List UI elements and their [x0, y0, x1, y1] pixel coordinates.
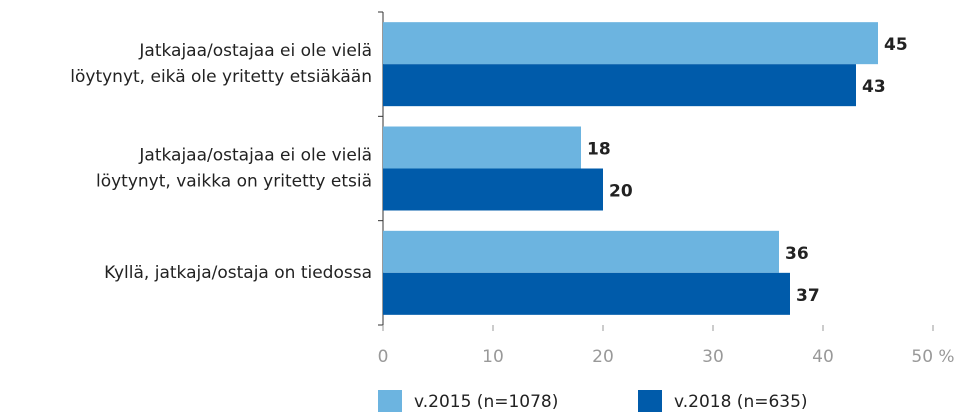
category-label: Jatkajaa/ostajaa ei ole vielä löytynyt, v…	[96, 146, 372, 192]
value-label: 37	[796, 286, 820, 306]
legend-swatch	[378, 390, 402, 412]
bar	[383, 126, 581, 169]
value-label: 45	[884, 35, 908, 55]
value-label: 20	[609, 182, 633, 202]
bar	[383, 230, 779, 273]
value-label: 18	[587, 140, 611, 160]
x-tick-label: 40	[812, 347, 834, 367]
x-tick-label: 30	[702, 347, 724, 367]
x-tick-label: 10	[482, 347, 504, 367]
bar	[383, 272, 790, 315]
category-label: Jatkajaa/ostajaa ei ole vielä löytynyt, e…	[70, 41, 372, 87]
x-tick-label: 0	[378, 347, 389, 367]
bar	[383, 22, 878, 65]
legend-label: v.2015 (n=1078)	[414, 392, 558, 412]
value-label: 43	[862, 77, 886, 97]
legend-swatch	[638, 390, 662, 412]
bar	[383, 64, 856, 107]
bar	[383, 168, 603, 211]
category-label: Kyllä, jatkaja/ostaja on tiedossa	[104, 263, 372, 283]
x-tick-label: 20	[592, 347, 614, 367]
value-label: 36	[785, 244, 809, 264]
x-tick-label: 50 %	[911, 347, 954, 367]
legend-label: v.2018 (n=635)	[674, 392, 808, 412]
